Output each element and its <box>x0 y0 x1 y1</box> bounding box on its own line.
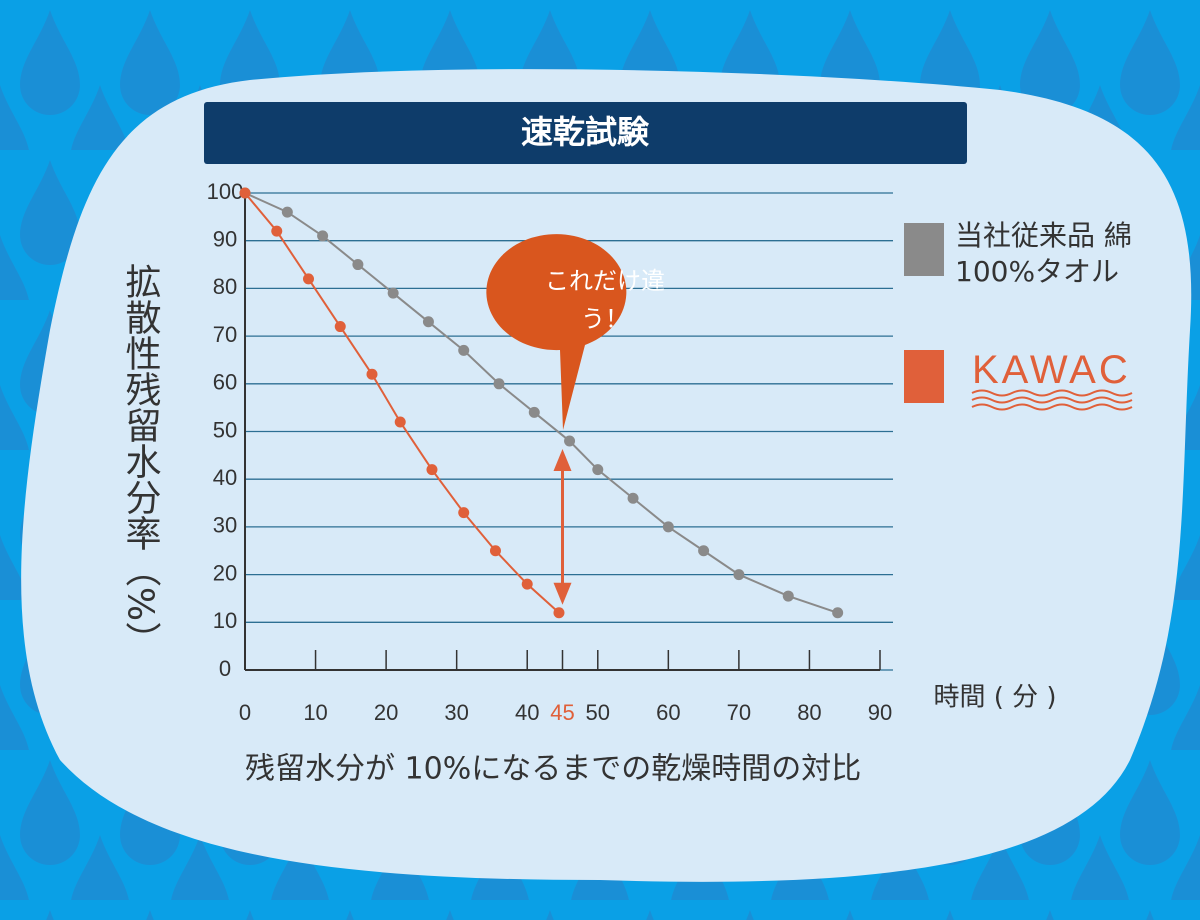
data-point <box>352 259 364 271</box>
data-point <box>627 492 639 504</box>
x-tick-label: 90 <box>868 700 892 725</box>
chart-title: 速乾試験 <box>521 113 650 151</box>
x-tick-label: 40 <box>515 700 539 725</box>
data-point <box>317 230 329 242</box>
y-tick-label: 20 <box>213 560 237 585</box>
y-axis-label: 拡散性残留水分率（%） <box>120 263 162 657</box>
data-point <box>662 521 674 533</box>
data-point <box>271 225 283 237</box>
y-tick-label: 50 <box>213 417 237 442</box>
y-tick-label: 10 <box>213 608 237 633</box>
x-tick-label: 10 <box>303 700 327 725</box>
subtitle: 残留水分が 10%になるまでの乾燥時間の対比 <box>245 752 861 787</box>
data-point <box>698 545 710 557</box>
x-tick-label: 50 <box>586 700 610 725</box>
data-point <box>366 368 378 380</box>
legend-wave <box>971 403 1133 411</box>
data-point <box>426 464 438 476</box>
y-tick-label: 30 <box>213 513 237 538</box>
y-tick-label: 0 <box>219 656 231 681</box>
y-tick-label: 90 <box>213 227 237 252</box>
x-axis-label: 時間 ( 分 ) <box>933 683 1056 713</box>
highlight-tick-label: 45 <box>550 700 574 725</box>
data-point <box>281 206 293 218</box>
title-bar <box>204 102 967 164</box>
legend-swatch <box>904 223 944 276</box>
legend-wave <box>971 396 1133 404</box>
data-point <box>239 187 251 199</box>
arrow-head <box>553 582 572 605</box>
data-point <box>528 406 540 418</box>
data-point <box>493 378 505 390</box>
y-tick-label: 40 <box>213 465 237 490</box>
data-point <box>782 590 794 602</box>
data-point <box>564 435 576 447</box>
annotation-bubble <box>486 234 627 430</box>
x-tick-label: 20 <box>374 700 398 725</box>
x-tick-label: 60 <box>656 700 680 725</box>
data-point <box>733 569 745 581</box>
data-point <box>334 321 346 333</box>
data-point <box>458 507 470 519</box>
annotation: これだけ違う！ <box>545 267 665 333</box>
data-point <box>422 316 434 328</box>
data-point <box>521 578 533 590</box>
data-point <box>394 416 406 428</box>
data-point <box>303 273 314 285</box>
data-point <box>387 287 399 299</box>
legend-label: KAWAC <box>972 348 1131 392</box>
legend-label: 当社従来品 綿 100%タオル <box>955 219 1132 288</box>
legend-swatch <box>904 350 944 403</box>
x-tick-label: 0 <box>239 700 251 725</box>
x-tick-label: 70 <box>727 700 751 725</box>
data-point <box>553 607 565 619</box>
data-point <box>458 344 470 356</box>
data-point <box>832 607 844 619</box>
data-point <box>489 545 501 557</box>
x-tick-label: 30 <box>444 700 468 725</box>
y-tick-label: 100 <box>207 179 244 204</box>
arrow-head <box>553 449 572 472</box>
y-tick-label: 70 <box>213 322 237 347</box>
y-tick-label: 80 <box>213 274 237 299</box>
x-tick-label: 80 <box>797 700 821 725</box>
data-point <box>592 464 604 476</box>
y-tick-label: 60 <box>213 370 237 395</box>
legend-wave <box>971 389 1133 397</box>
